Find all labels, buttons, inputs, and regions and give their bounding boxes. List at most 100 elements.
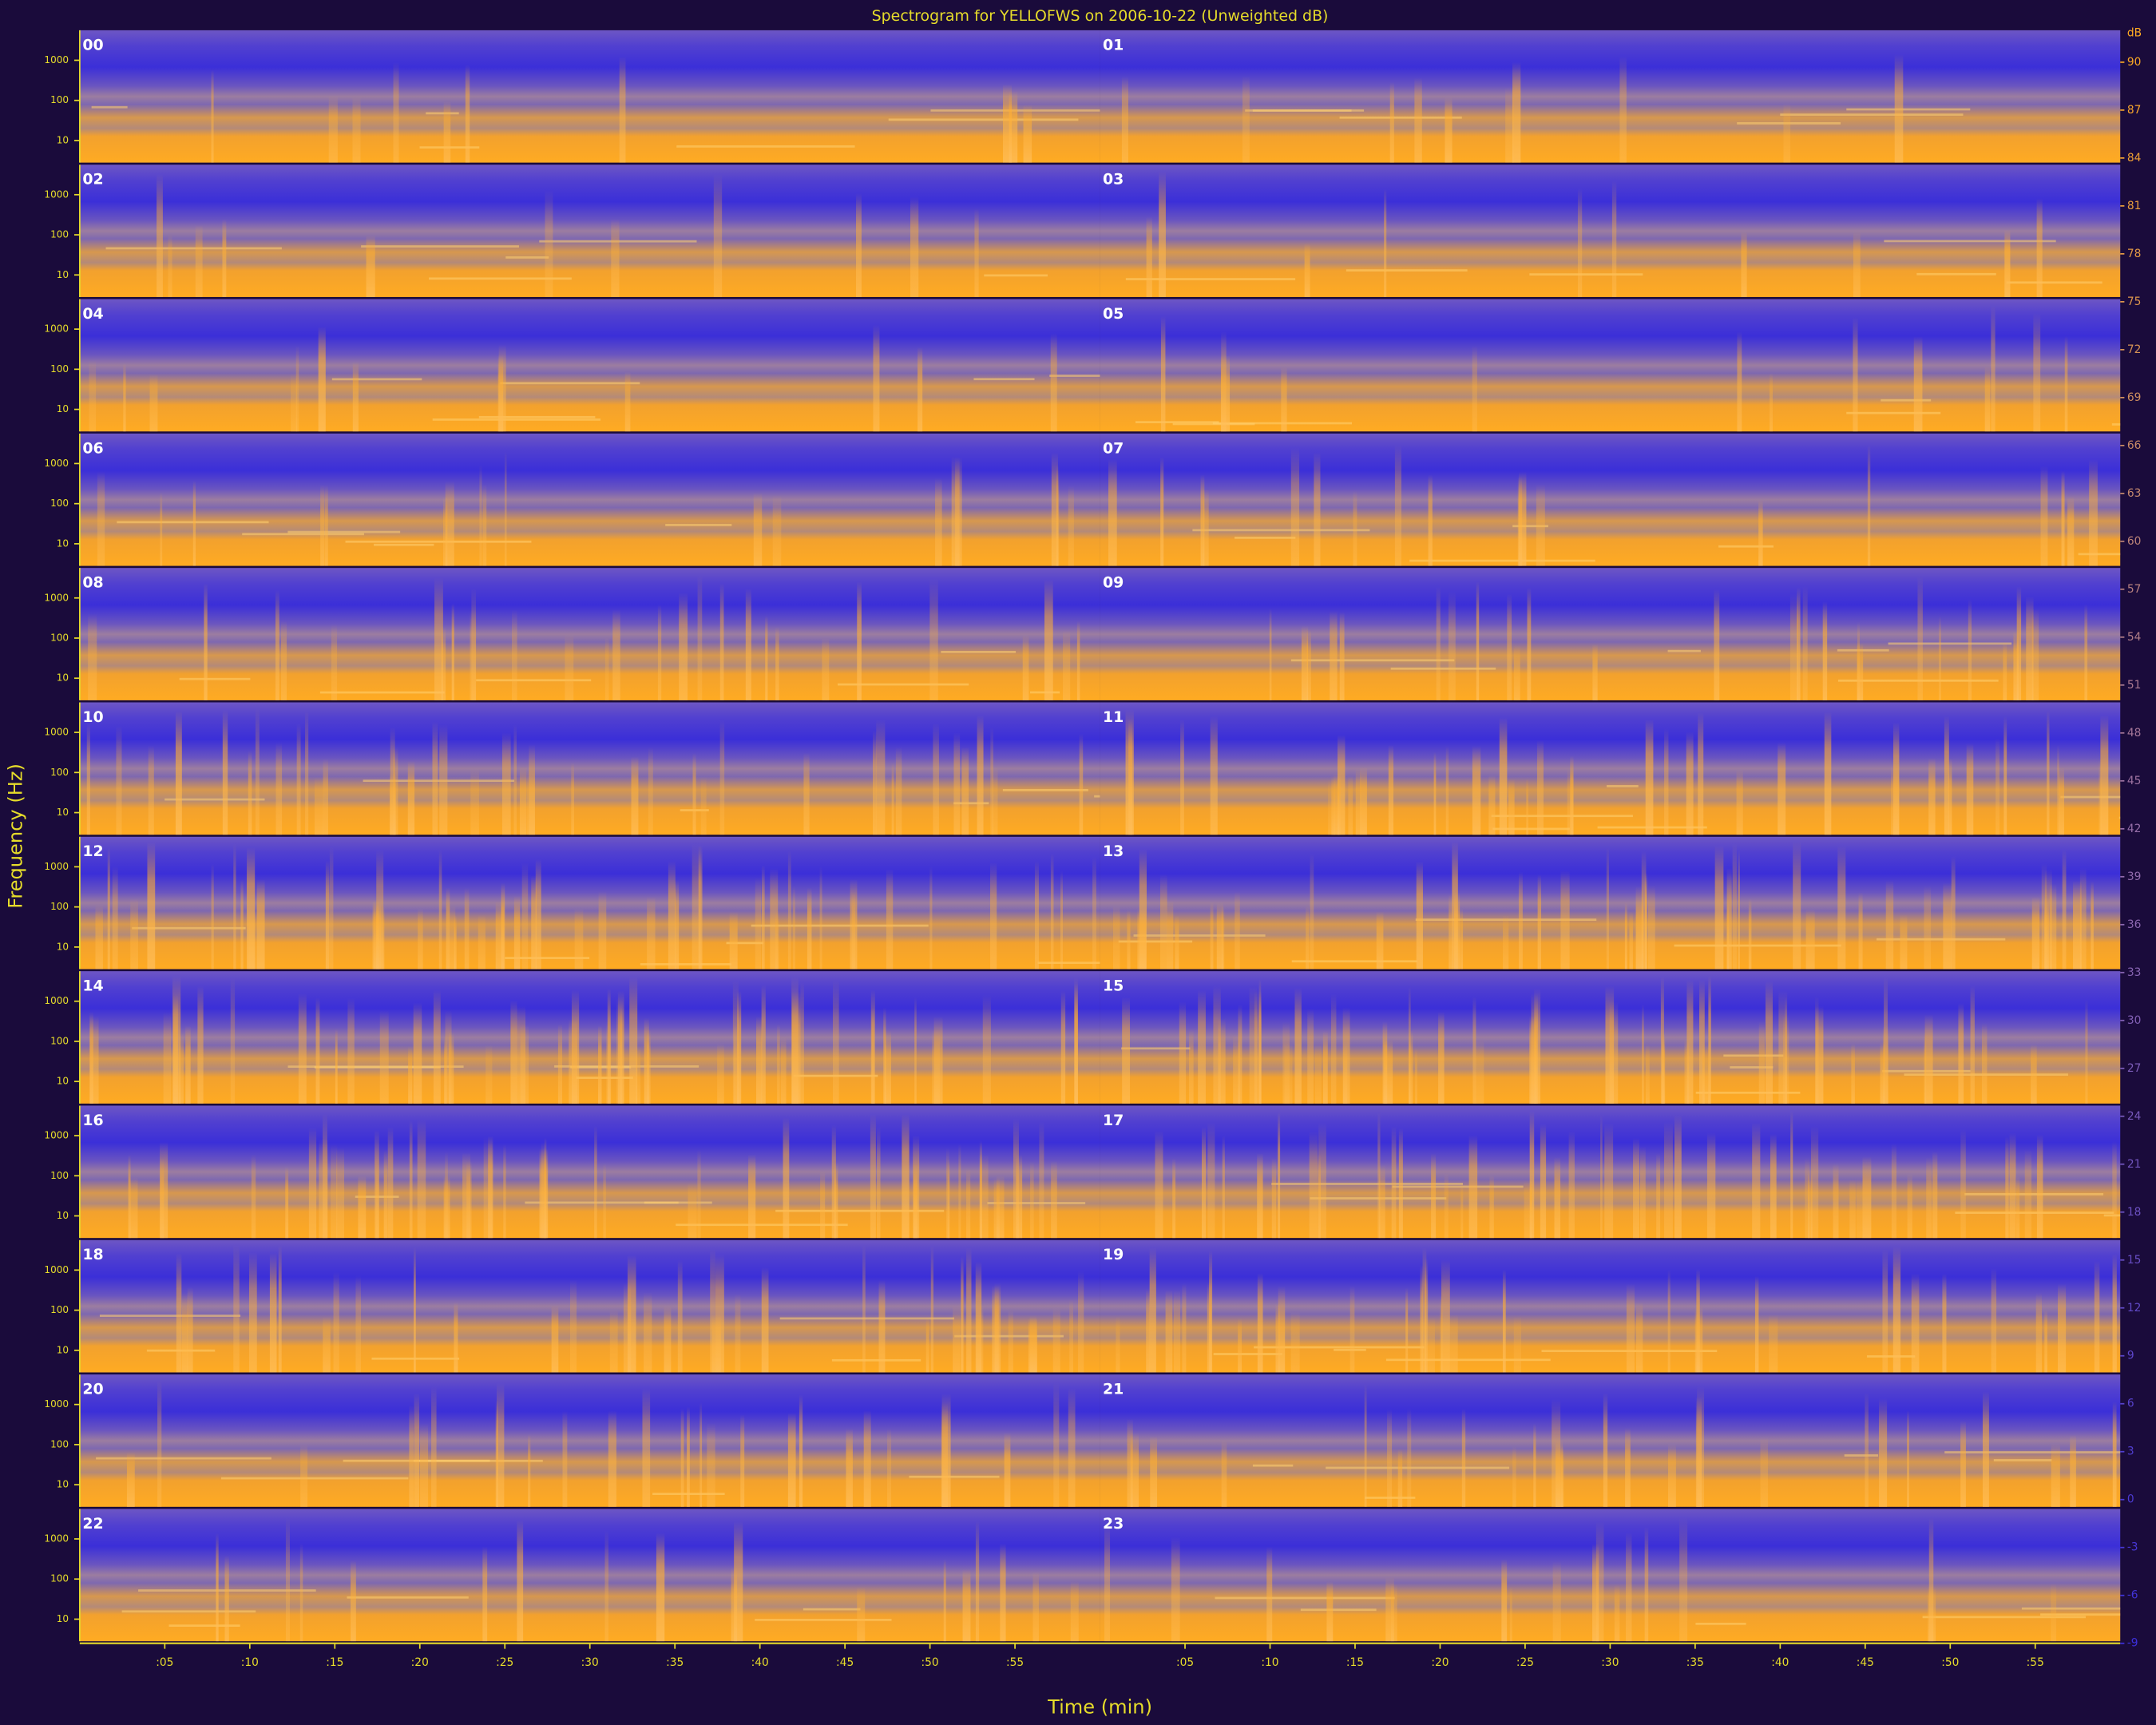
event-streak <box>1275 1303 1280 1373</box>
event-streak <box>323 1113 327 1239</box>
event-streak <box>1769 1315 1778 1373</box>
event-streak <box>1611 180 1617 297</box>
tonal-line <box>1916 272 1996 276</box>
event-streak <box>501 882 505 970</box>
spectrogram-panel <box>1100 165 2121 297</box>
event-streak <box>439 724 448 835</box>
event-streak <box>2051 1443 2060 1507</box>
panel-background <box>79 836 1100 970</box>
event-streak <box>1736 769 1743 835</box>
event-streak <box>697 575 703 700</box>
panel-background <box>79 30 1100 163</box>
y-tick-label: 10 <box>57 1344 69 1355</box>
event-streak <box>1339 612 1345 700</box>
spectrogram-panel <box>79 702 1100 835</box>
tonal-line <box>91 105 128 109</box>
event-streak <box>1384 1039 1393 1104</box>
event-streak <box>1016 1154 1023 1239</box>
event-streak <box>123 363 126 432</box>
event-streak <box>1917 576 1923 700</box>
colorbar-tick-label: 51 <box>2127 679 2142 692</box>
y-tick-label: 1000 <box>44 995 69 1006</box>
tonal-line <box>242 533 364 536</box>
panel-background <box>1100 165 2121 297</box>
event-streak <box>179 1033 184 1104</box>
colorbar-tick-label: 57 <box>2127 583 2142 596</box>
panel-label: 20 <box>82 1381 103 1398</box>
y-tick-label: 100 <box>50 229 69 240</box>
event-streak <box>680 1408 684 1507</box>
event-streak <box>1758 1021 1765 1104</box>
event-streak <box>2003 641 2007 700</box>
event-streak <box>255 708 260 835</box>
event-streak <box>160 492 163 566</box>
event-streak <box>1108 458 1117 566</box>
panel-label: 19 <box>1103 1246 1124 1263</box>
tonal-line <box>838 683 969 686</box>
event-streak <box>2091 881 2094 970</box>
tonal-line <box>1235 536 1296 539</box>
colorbar-tick-label: 3 <box>2127 1445 2134 1458</box>
event-streak <box>445 481 454 566</box>
event-streak <box>1394 444 1402 566</box>
event-streak <box>269 1252 277 1373</box>
event-streak <box>612 609 620 700</box>
event-streak <box>1577 188 1583 297</box>
event-streak <box>2064 335 2068 432</box>
spectrogram-panel <box>1100 433 2121 566</box>
colorbar-tick-label: 6 <box>2127 1398 2134 1410</box>
tonal-line <box>500 382 640 385</box>
event-streak <box>1378 1164 1385 1239</box>
event-streak <box>517 1005 526 1104</box>
event-streak <box>990 727 993 835</box>
event-streak <box>1518 471 1527 566</box>
event-streak <box>224 1555 229 1642</box>
event-streak <box>668 861 676 970</box>
x-tick-label: :50 <box>1941 1656 1959 1669</box>
event-streak <box>1472 997 1476 1104</box>
event-streak <box>748 1154 756 1239</box>
x-tick-label: :55 <box>1006 1656 1024 1669</box>
event-streak <box>1793 841 1801 970</box>
event-streak <box>648 747 653 835</box>
y-tick-label: 10 <box>57 537 69 549</box>
event-streak <box>1179 1001 1187 1104</box>
tonal-line <box>426 112 459 115</box>
event-streak <box>677 1259 683 1373</box>
event-streak <box>745 588 751 700</box>
panel-label: 07 <box>1103 439 1124 457</box>
event-streak <box>2003 716 2007 835</box>
event-streak <box>1805 909 1815 970</box>
spectrogram-panel <box>1100 1509 2121 1642</box>
event-streak <box>979 1154 989 1239</box>
event-streak <box>2026 596 2034 700</box>
event-streak <box>1748 898 1752 970</box>
event-streak <box>1726 898 1730 970</box>
event-streak <box>1116 1316 1120 1373</box>
event-streak <box>1167 900 1174 970</box>
event-streak <box>1686 979 1694 1104</box>
event-streak <box>2009 1132 2016 1239</box>
event-streak <box>729 912 738 970</box>
event-streak <box>884 1030 891 1104</box>
event-streak <box>565 634 574 700</box>
event-streak <box>943 1559 946 1642</box>
event-streak <box>1122 997 1131 1104</box>
y-tick-label: 10 <box>57 1613 69 1624</box>
panel-label: 01 <box>1103 36 1124 54</box>
event-streak <box>873 730 877 835</box>
tonal-line <box>2111 423 2121 426</box>
event-streak <box>1645 719 1654 835</box>
event-streak <box>1694 1306 1703 1373</box>
event-streak <box>1765 981 1773 1104</box>
event-streak <box>990 862 997 970</box>
event-streak <box>557 1024 563 1104</box>
event-streak <box>1928 758 1936 835</box>
panel-background <box>79 1374 1100 1507</box>
event-streak <box>1304 243 1310 297</box>
tonal-line <box>361 245 519 248</box>
event-streak <box>1390 1584 1397 1642</box>
event-streak <box>1238 1004 1242 1104</box>
event-streak <box>1647 885 1655 970</box>
event-streak <box>1726 867 1732 970</box>
